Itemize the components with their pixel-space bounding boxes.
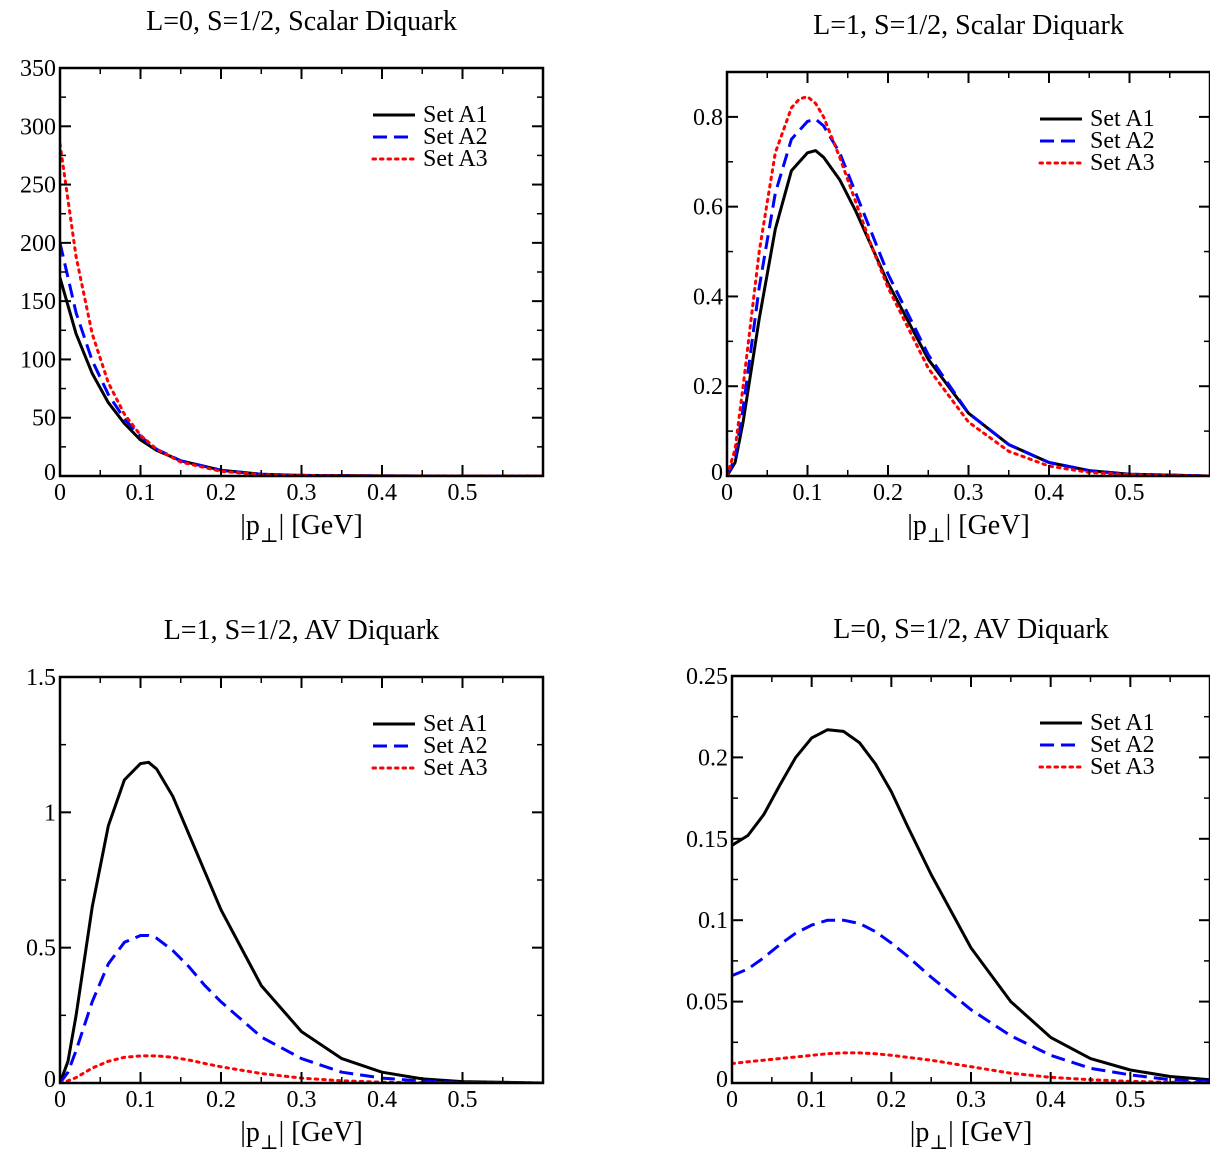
chart-title: L=1, S=1/2, Scalar Diquark [813, 10, 1124, 41]
chart-svg: L=1, S=1/2, Scalar Diquark 0 0.1 0.2 0.3 0.4 0… [693, 10, 1210, 547]
y-tick-label: 0.8 [693, 105, 723, 131]
legend-label: Set A2 [1090, 732, 1155, 758]
y-tick-label: 1.5 [26, 665, 56, 691]
x-tick-label: 0 [54, 480, 66, 506]
x-tick-label: 0.3 [287, 480, 317, 506]
chart-panel-top-left: L=0, S=1/2, Scalar Diquark 0 0.1 0.2 0.3 0.4 0… [0, 0, 600, 575]
y-tick-label: 150 [20, 289, 56, 315]
series-group [727, 95, 1210, 476]
x-tick-label: 0.2 [873, 480, 903, 506]
legend-label: Set A2 [423, 124, 488, 150]
legend-label: Set A2 [1090, 128, 1155, 154]
y-tick-label: 0 [716, 1067, 728, 1093]
x-tick-label: 0.2 [876, 1087, 906, 1113]
x-tick-label: 0.4 [367, 480, 397, 506]
x-tick-label: 0.5 [1115, 480, 1145, 506]
legend-label: Set A1 [1090, 106, 1155, 132]
chart-title: L=0, S=1/2, Scalar Diquark [146, 6, 457, 37]
series-line-1 [60, 760, 543, 1083]
legend-label: Set A2 [423, 733, 488, 759]
y-tick-label: 0.15 [686, 827, 728, 853]
legend-label: Set A3 [1090, 754, 1155, 780]
y-tick-label: 0.1 [698, 908, 728, 934]
series-group [60, 142, 543, 476]
x-axis-label: |p⊥| [GeV] [910, 1117, 1033, 1151]
x-tick-label: 0 [726, 1087, 738, 1113]
y-tick-label: 0 [44, 460, 56, 486]
chart-panel-bottom-right: L=0, S=1/2, AV Diquark 0 0.1 0.2 0.3 0.4 0.5 0 0… [605, 575, 1210, 1151]
series-group [732, 728, 1210, 1083]
y-tick-label: 0 [711, 460, 723, 486]
series-line-3 [60, 142, 543, 476]
x-tick-label: 0.5 [1115, 1087, 1145, 1113]
x-tick-label: 0.1 [126, 1087, 156, 1113]
x-tick-label: 0.3 [954, 480, 984, 506]
x-tick-label: 0 [721, 480, 733, 506]
y-tick-label: 100 [20, 347, 56, 373]
legend-label: Set A1 [423, 711, 488, 737]
x-tick-label: 0.2 [206, 1087, 236, 1113]
legend-label: Set A3 [423, 146, 488, 172]
series-line-1 [727, 149, 1210, 476]
legend-label: Set A3 [1090, 150, 1155, 176]
x-tick-label: 0.4 [1036, 1087, 1066, 1113]
y-tick-label: 0.4 [693, 284, 723, 310]
x-tick-label: 0 [54, 1087, 66, 1113]
series-group [60, 760, 543, 1083]
series-line-1 [732, 728, 1210, 1082]
chart-title: L=1, S=1/2, AV Diquark [164, 615, 440, 646]
y-tick-label: 300 [20, 114, 56, 140]
chart-panel-bottom-left: L=1, S=1/2, AV Diquark 0 0.1 0.2 0.3 0.4 0.5 0 0… [0, 575, 600, 1151]
x-tick-label: 0.5 [448, 1087, 478, 1113]
y-tick-label: 200 [20, 231, 56, 257]
x-tick-label: 0.1 [126, 480, 156, 506]
y-tick-label: 0.05 [686, 990, 728, 1016]
y-tick-label: 50 [32, 406, 56, 432]
legend-label: Set A1 [1090, 710, 1155, 736]
x-axis-label: |p⊥| [GeV] [240, 1117, 363, 1151]
x-tick-label: 0.4 [1034, 480, 1064, 506]
y-tick-label: 1 [44, 800, 56, 826]
series-line-1 [60, 277, 543, 476]
series-line-3 [727, 95, 1210, 476]
series-line-2 [60, 934, 543, 1083]
x-tick-label: 0.5 [448, 480, 478, 506]
y-tick-label: 0.5 [26, 936, 56, 962]
chart-title: L=0, S=1/2, AV Diquark [833, 614, 1109, 645]
y-tick-label: 250 [20, 173, 56, 199]
y-tick-label: 350 [20, 56, 56, 82]
legend-label: Set A1 [423, 102, 488, 128]
x-axis-label: |p⊥| [GeV] [240, 510, 363, 547]
y-tick-label: 0.2 [698, 745, 728, 771]
y-tick-label: 0.25 [686, 664, 728, 690]
x-tick-label: 0.3 [956, 1087, 986, 1113]
x-tick-label: 0.3 [287, 1087, 317, 1113]
x-tick-label: 0.1 [793, 480, 823, 506]
legend-label: Set A3 [423, 755, 488, 781]
chart-svg: L=0, S=1/2, Scalar Diquark 0 0.1 0.2 0.3 0.4 0… [20, 6, 545, 547]
chart-svg: L=0, S=1/2, AV Diquark 0 0.1 0.2 0.3 0.4 0.5 0 0… [686, 614, 1210, 1151]
chart-svg: L=1, S=1/2, AV Diquark 0 0.1 0.2 0.3 0.4 0.5 0 0… [26, 615, 545, 1151]
chart-panel-top-right: L=1, S=1/2, Scalar Diquark 0 0.1 0.2 0.3 0.4 0… [605, 0, 1210, 575]
y-tick-label: 0 [44, 1067, 56, 1093]
x-tick-label: 0.4 [367, 1087, 397, 1113]
x-tick-label: 0.2 [206, 480, 236, 506]
y-tick-label: 0.2 [693, 374, 723, 400]
x-tick-label: 0.1 [797, 1087, 827, 1113]
series-line-2 [60, 242, 543, 476]
series-line-2 [732, 918, 1210, 1083]
x-axis-label: |p⊥| [GeV] [907, 510, 1030, 547]
y-tick-label: 0.6 [693, 195, 723, 221]
